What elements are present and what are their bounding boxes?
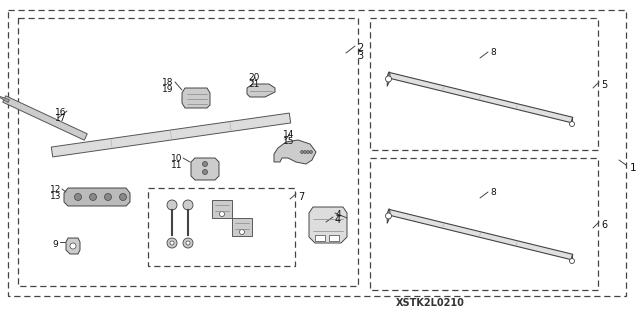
Text: 17: 17 (55, 114, 67, 123)
Polygon shape (387, 209, 573, 260)
Text: 4: 4 (336, 210, 342, 219)
Circle shape (183, 238, 193, 248)
Text: 9: 9 (52, 240, 58, 249)
Circle shape (385, 76, 392, 82)
Circle shape (186, 241, 190, 245)
Text: 14: 14 (283, 130, 294, 139)
Text: 1: 1 (630, 163, 637, 173)
Polygon shape (0, 95, 10, 102)
Polygon shape (387, 72, 390, 86)
Bar (315, 235, 325, 241)
Text: 19: 19 (162, 85, 173, 94)
Text: 4: 4 (335, 215, 341, 225)
Circle shape (104, 194, 111, 201)
Bar (329, 235, 339, 241)
Circle shape (202, 161, 207, 167)
Circle shape (307, 151, 310, 153)
Text: 2: 2 (357, 43, 364, 53)
Polygon shape (64, 188, 130, 206)
Circle shape (570, 258, 575, 263)
Polygon shape (182, 88, 210, 108)
Polygon shape (66, 238, 80, 254)
Polygon shape (274, 140, 316, 164)
Circle shape (385, 213, 392, 219)
Text: 12: 12 (50, 185, 61, 194)
Circle shape (120, 194, 127, 201)
Text: 21: 21 (248, 80, 259, 89)
Text: 10: 10 (171, 154, 182, 163)
Circle shape (183, 200, 193, 210)
Polygon shape (309, 207, 347, 243)
Circle shape (90, 194, 97, 201)
Circle shape (303, 151, 307, 153)
Circle shape (167, 238, 177, 248)
Polygon shape (191, 158, 219, 180)
Text: 15: 15 (283, 137, 294, 146)
Text: 5: 5 (601, 80, 607, 90)
Circle shape (301, 151, 303, 153)
Text: 20: 20 (248, 73, 259, 82)
Text: 7: 7 (298, 192, 304, 202)
Text: 6: 6 (601, 220, 607, 230)
Text: 16: 16 (55, 108, 67, 117)
Circle shape (310, 151, 312, 153)
Circle shape (202, 169, 207, 174)
Circle shape (70, 243, 76, 249)
Polygon shape (572, 254, 573, 263)
Polygon shape (3, 96, 87, 140)
Circle shape (74, 194, 81, 201)
Circle shape (239, 229, 244, 234)
Bar (232, 218, 252, 236)
Polygon shape (572, 117, 573, 126)
Polygon shape (51, 113, 291, 157)
Polygon shape (247, 84, 275, 97)
Text: 3: 3 (357, 51, 363, 61)
Circle shape (170, 241, 174, 245)
Text: 11: 11 (171, 161, 182, 170)
Circle shape (220, 211, 225, 217)
Circle shape (167, 200, 177, 210)
Text: 18: 18 (162, 78, 173, 87)
Polygon shape (387, 209, 390, 223)
Polygon shape (387, 72, 573, 123)
Text: 13: 13 (50, 192, 61, 201)
Text: 8: 8 (490, 48, 496, 57)
Text: XSTK2L0210: XSTK2L0210 (396, 298, 465, 308)
Bar (212, 200, 232, 218)
Text: 8: 8 (490, 188, 496, 197)
Circle shape (570, 122, 575, 127)
